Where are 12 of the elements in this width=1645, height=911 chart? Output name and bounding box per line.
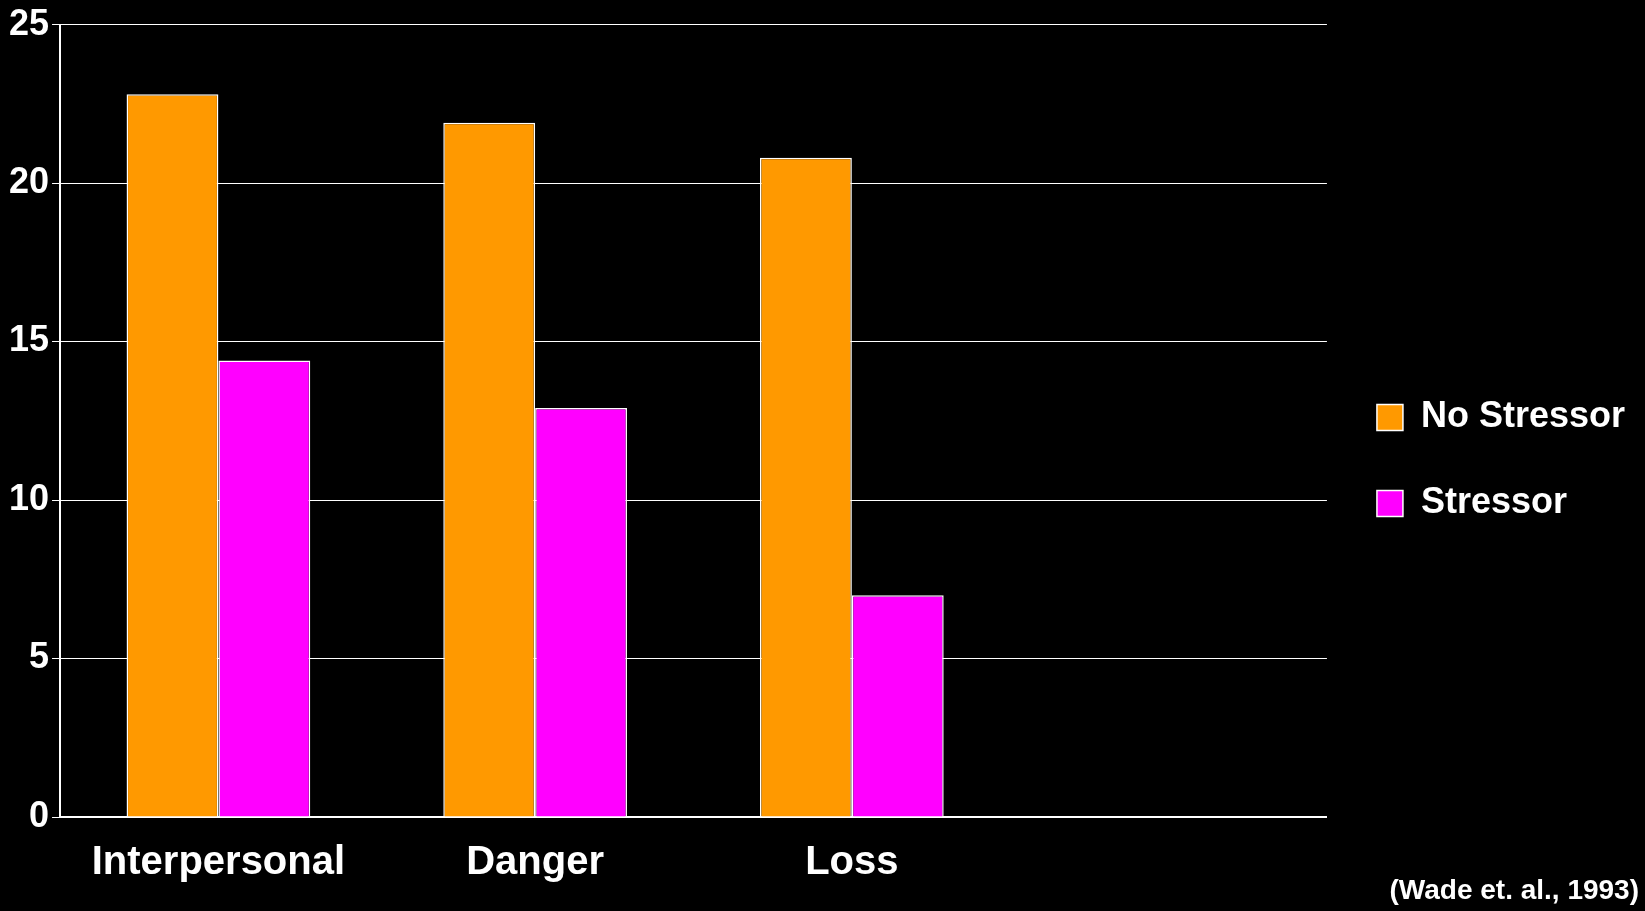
x-tick-label: Interpersonal — [91, 838, 346, 883]
legend-label: Stressor — [1420, 480, 1568, 522]
y-tick-label: 25 — [9, 1, 50, 43]
y-tick-label: 10 — [9, 476, 50, 518]
legend-label: No Stressor — [1420, 394, 1626, 436]
x-tick-label: Danger — [466, 838, 605, 883]
text: (Wade et. al., 1993) — [1389, 873, 1639, 905]
y-tick-label: 15 — [9, 318, 50, 360]
y-tick-label: 5 — [29, 635, 50, 677]
y-tick-label: 20 — [9, 160, 50, 201]
x-tick-label: Loss — [805, 838, 899, 883]
y-tick-label: 0 — [29, 793, 50, 835]
